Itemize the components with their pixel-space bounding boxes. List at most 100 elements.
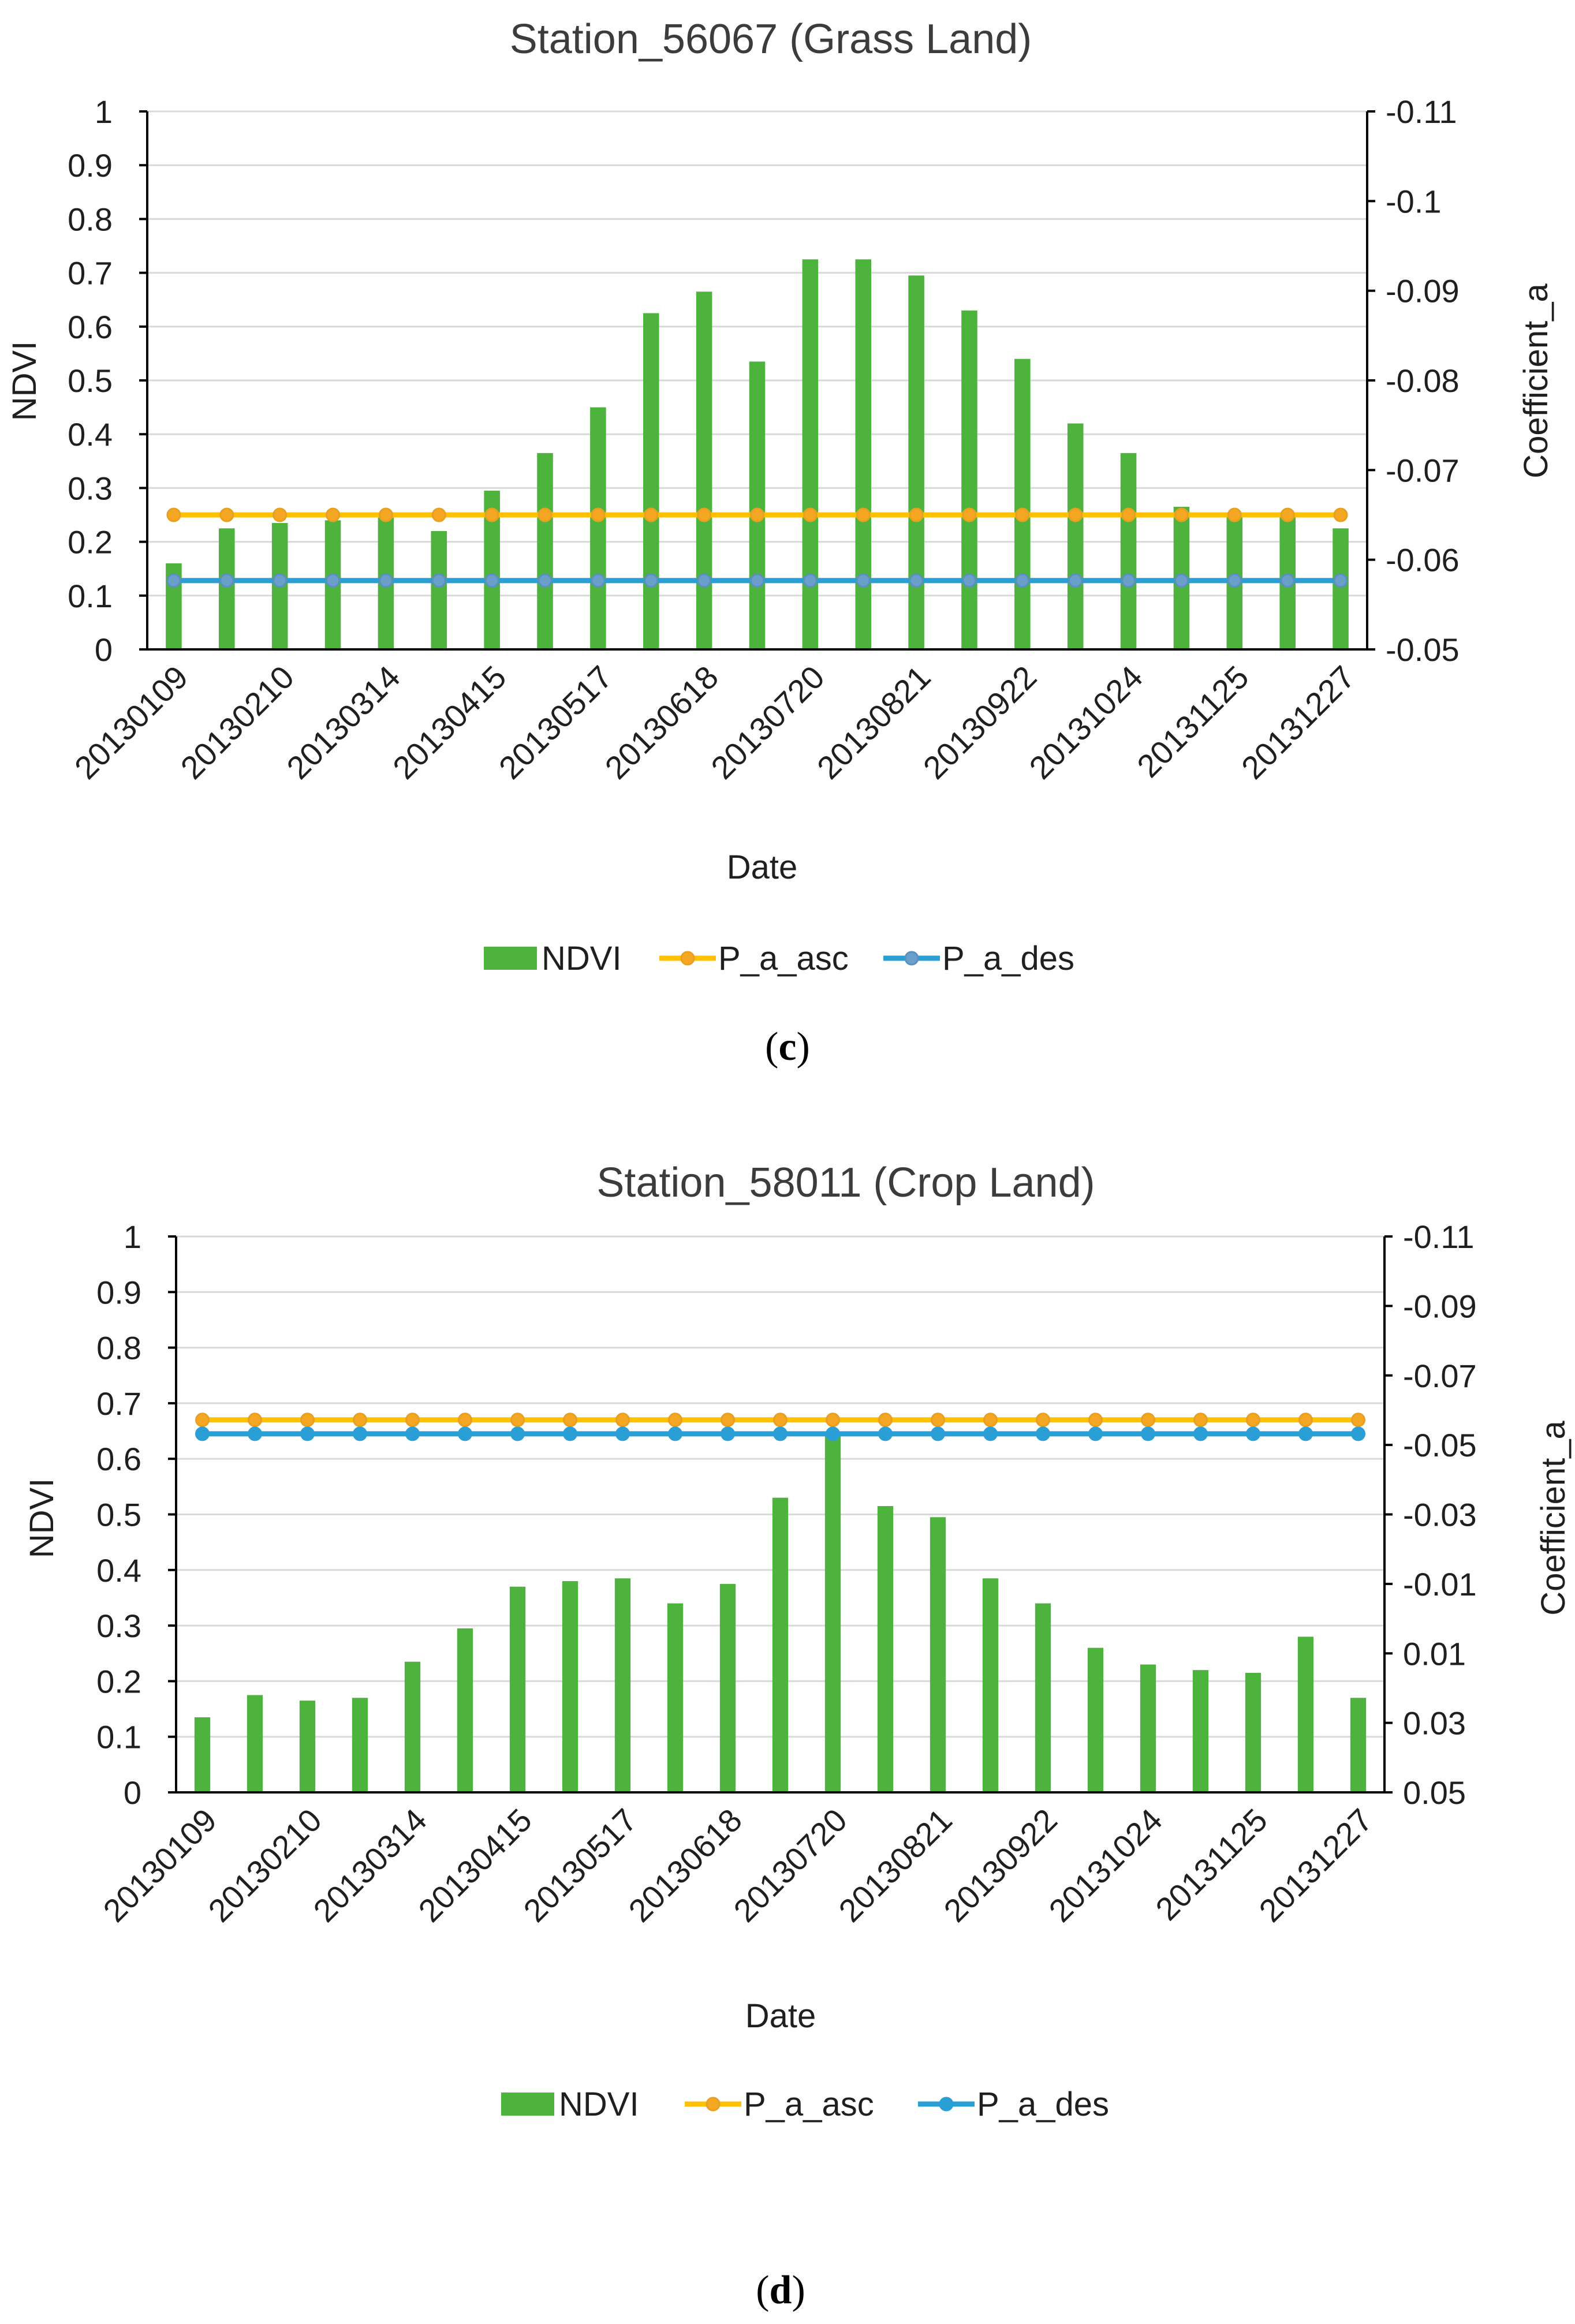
ndvi-bar	[299, 1701, 316, 1792]
ndvi-bar	[1014, 358, 1031, 649]
p-a-asc-point	[773, 1413, 788, 1428]
p-a-des-point	[1174, 573, 1189, 588]
y-tick-label: 0.1	[96, 1719, 141, 1755]
chart-d-y-ticks: 0 0.1 0.2 0.3 0.4 0.5 0.6 0.7 0.8 0.9 1	[96, 1219, 141, 1811]
p-a-des-point	[878, 1426, 893, 1441]
ndvi-bar	[719, 1583, 736, 1792]
p-a-des-point	[538, 573, 553, 588]
p-a-des-point	[563, 1426, 577, 1441]
y2-tick-label: -0.05	[1403, 1427, 1477, 1463]
chart-d-axes	[168, 1235, 1393, 1794]
p-a-asc-point	[931, 1413, 945, 1428]
ndvi-bar	[1350, 1698, 1367, 1792]
p-a-des-point	[856, 573, 871, 588]
legend-d-des-marker	[939, 2097, 954, 2112]
y-tick-label: 0.8	[96, 1330, 141, 1366]
p-a-asc-point	[668, 1413, 682, 1428]
y2-tick-label: -0.09	[1403, 1288, 1477, 1324]
p-a-des-point	[405, 1426, 420, 1441]
ndvi-bar	[1297, 1636, 1314, 1792]
p-a-des-point	[1088, 1426, 1103, 1441]
p-a-asc-point	[1015, 507, 1030, 522]
p-a-asc-point	[1246, 1413, 1260, 1428]
p-a-asc-point	[1333, 507, 1348, 522]
y-tick-label: 0	[95, 632, 113, 668]
p-a-des-point	[1193, 1426, 1208, 1441]
ndvi-bar	[590, 407, 606, 649]
ndvi-bar	[1067, 423, 1084, 649]
p-a-asc-point	[826, 1413, 840, 1428]
ndvi-bar	[908, 275, 924, 649]
p-a-asc-point	[538, 507, 553, 522]
p-a-asc-point	[273, 507, 288, 522]
ndvi-bar	[1120, 453, 1137, 649]
ndvi-bar	[802, 259, 819, 649]
y-tick-label: 0.2	[96, 1663, 141, 1699]
ndvi-bar	[194, 1717, 211, 1792]
p-a-asc-point	[219, 507, 234, 522]
ndvi-bar	[696, 292, 712, 650]
ndvi-bar	[749, 361, 766, 649]
p-a-des-point	[1298, 1426, 1313, 1441]
legend-c-des-label: P_a_des	[942, 940, 1074, 977]
legend-d-asc-label: P_a_asc	[744, 2086, 874, 2123]
p-a-des-point	[458, 1426, 472, 1441]
p-a-asc-point	[1141, 1413, 1155, 1428]
ndvi-bar	[824, 1433, 841, 1792]
p-a-des-point	[1015, 573, 1030, 588]
ndvi-bar	[667, 1603, 684, 1792]
panel-label-c: (c)	[765, 1025, 810, 1069]
p-a-asc-point	[195, 1413, 210, 1428]
p-a-asc-point	[353, 1413, 367, 1428]
p-a-asc-point	[721, 1413, 735, 1428]
p-a-asc-point	[1193, 1413, 1208, 1428]
y-tick-label: 0.7	[68, 255, 113, 292]
ndvi-bar	[1140, 1664, 1156, 1792]
y2-tick-label: -0.08	[1386, 363, 1460, 399]
p-a-asc-point	[248, 1413, 262, 1428]
p-a-des-point	[195, 1426, 210, 1441]
legend-d-ndvi-swatch	[501, 2093, 554, 2116]
chart-d-lines	[195, 1413, 1365, 1441]
p-a-asc-point	[1121, 507, 1136, 522]
p-a-asc-point	[591, 507, 606, 522]
legend-c-asc-marker	[680, 951, 695, 966]
p-a-des-point	[1333, 573, 1348, 588]
p-a-asc-point	[510, 1413, 525, 1428]
chart-d-legend: NDVI P_a_asc P_a_des	[501, 2086, 1109, 2123]
ndvi-bar	[1087, 1647, 1104, 1792]
p-a-asc-point	[644, 507, 659, 522]
ndvi-bar	[509, 1586, 526, 1792]
ndvi-bar	[982, 1578, 999, 1792]
p-a-asc-point	[1174, 507, 1189, 522]
y-tick-label: 0.1	[68, 578, 113, 614]
p-a-des-point	[615, 1426, 630, 1441]
p-a-asc-point	[405, 1413, 420, 1428]
legend-d-des-label: P_a_des	[977, 2086, 1109, 2123]
ndvi-bar	[537, 453, 553, 649]
p-a-des-point	[931, 1426, 945, 1441]
p-a-des-point	[1036, 1426, 1050, 1441]
y-tick-label: 0.3	[68, 470, 113, 506]
p-a-des-point	[1068, 573, 1083, 588]
p-a-asc-point	[615, 1413, 630, 1428]
ndvi-bar	[1035, 1603, 1051, 1792]
p-a-des-point	[1121, 573, 1136, 588]
legend-d-asc-marker	[706, 2097, 721, 2112]
y-tick-label: 0.5	[68, 363, 113, 399]
p-a-des-point	[644, 573, 659, 588]
ndvi-bar	[1245, 1672, 1262, 1792]
legend-c-asc-label: P_a_asc	[718, 940, 849, 977]
p-a-des-point	[431, 573, 446, 588]
p-a-des-point	[697, 573, 712, 588]
chart-c-title: Station_56067 (Grass Land)	[510, 16, 1032, 62]
p-a-asc-point	[378, 507, 393, 522]
y2-tick-label: -0.11	[1386, 94, 1457, 130]
y-tick-label: 0.6	[68, 309, 113, 345]
chart-c-legend: NDVI P_a_asc P_a_des	[484, 940, 1074, 977]
p-a-des-point	[1227, 573, 1242, 588]
ndvi-bar	[961, 310, 977, 649]
y-tick-label: 0.6	[96, 1441, 141, 1477]
y2-tick-label: -0.07	[1403, 1358, 1477, 1394]
